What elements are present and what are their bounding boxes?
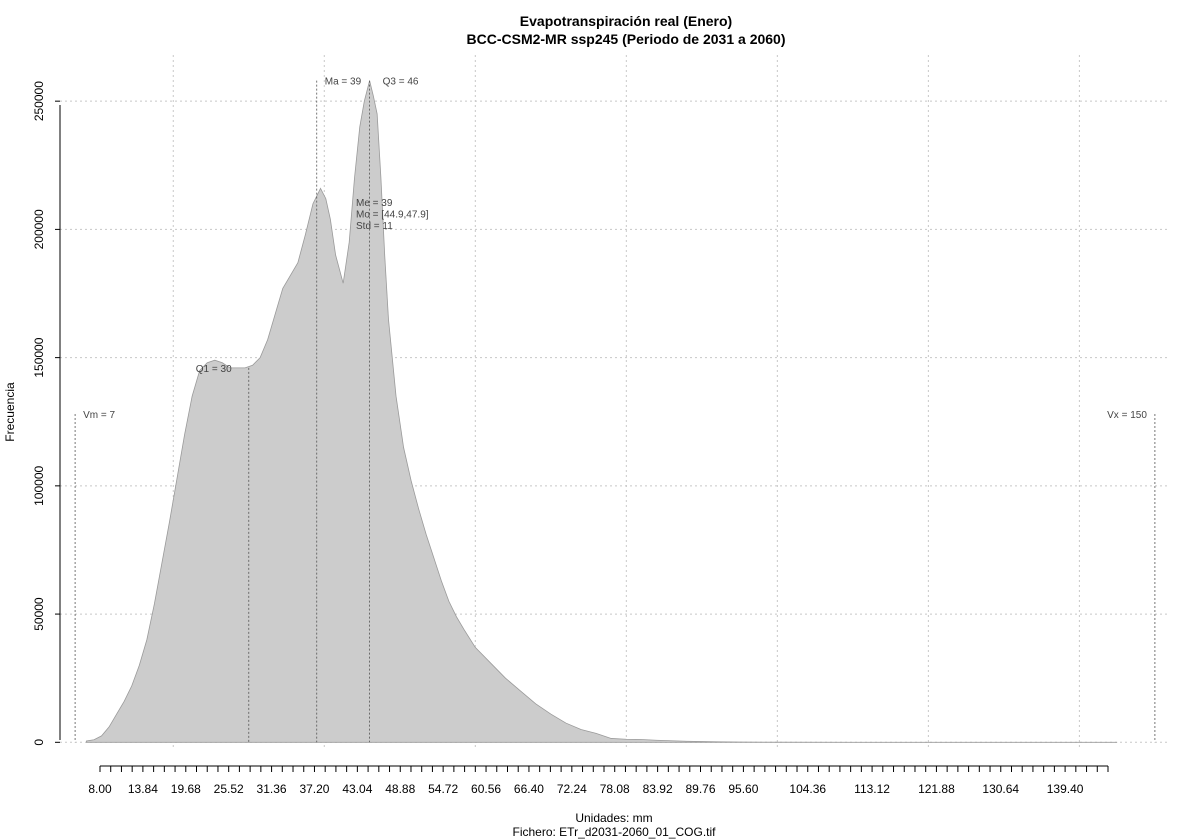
x-tick-label: 89.76 <box>685 782 715 796</box>
statistic-markers: Vm = 7 Q1 = 30 Ma = 39 Q3 = 46 Vx = 150 Me = … <box>74 77 1156 743</box>
x-tick-label: 43.04 <box>342 782 372 796</box>
x-tick-label: 130.64 <box>982 782 1019 796</box>
chart-title: Evapotranspiración real (Enero) <box>520 13 732 29</box>
x-tick-label: 113.12 <box>854 782 890 796</box>
y-tick-label: 0 <box>32 739 46 746</box>
statistic-label: Q3 = 46 <box>383 77 419 88</box>
summary-stat-label: Std = 11 <box>356 221 393 232</box>
statistic-label: Vm = 7 <box>83 410 115 421</box>
x-tick-label: 54.72 <box>428 782 458 796</box>
x-tick-label: 139.40 <box>1047 782 1084 796</box>
density-fill <box>86 80 1118 743</box>
y-tick-label: 100000 <box>32 466 46 506</box>
x-tick-label: 48.88 <box>385 782 415 796</box>
y-tick-label: 250000 <box>32 81 46 121</box>
summary-stat-label: Me = 39 <box>356 198 393 209</box>
x-tick-label: 66.40 <box>514 782 544 796</box>
x-tick-label: 121.88 <box>918 782 955 796</box>
x-tick-label: 31.36 <box>257 782 287 796</box>
y-tick-label: 150000 <box>32 337 46 377</box>
x-tick-label: 8.00 <box>88 782 112 796</box>
statistic-label: Vx = 150 <box>1107 410 1147 421</box>
y-tick-label: 50000 <box>32 597 46 631</box>
x-tick-label: 95.60 <box>728 782 758 796</box>
y-axis-label: Frecuencia <box>3 382 17 442</box>
x-axis-label: Unidades: mm <box>575 811 652 825</box>
x-tick-label: 37.20 <box>299 782 329 796</box>
density-area <box>86 80 1118 743</box>
x-tick-label: 25.52 <box>214 782 244 796</box>
chart-subtitle: BCC-CSM2-MR ssp245 (Periodo de 2031 a 20… <box>467 31 786 47</box>
statistic-label: Q1 = 30 <box>196 364 232 375</box>
x-tick-label: 83.92 <box>643 782 673 796</box>
x-tick-label: 19.68 <box>171 782 201 796</box>
x-tick-label: 72.24 <box>557 782 587 796</box>
x-tick-label: 13.84 <box>128 782 158 796</box>
statistic-label: Ma = 39 <box>325 77 362 88</box>
axes: 0 50000 100000 150000 200000 250000 8.00 13.84 1… <box>32 81 1109 796</box>
x-tick-label: 104.36 <box>789 782 826 796</box>
y-tick-label: 200000 <box>32 209 46 249</box>
x-tick-label: 60.56 <box>471 782 501 796</box>
file-name-footer: Fichero: ETr_d2031-2060_01_COG.tif <box>513 825 717 839</box>
x-tick-label: 78.08 <box>600 782 630 796</box>
summary-stat-label: Mo = [44.9,47.9] <box>356 210 429 221</box>
